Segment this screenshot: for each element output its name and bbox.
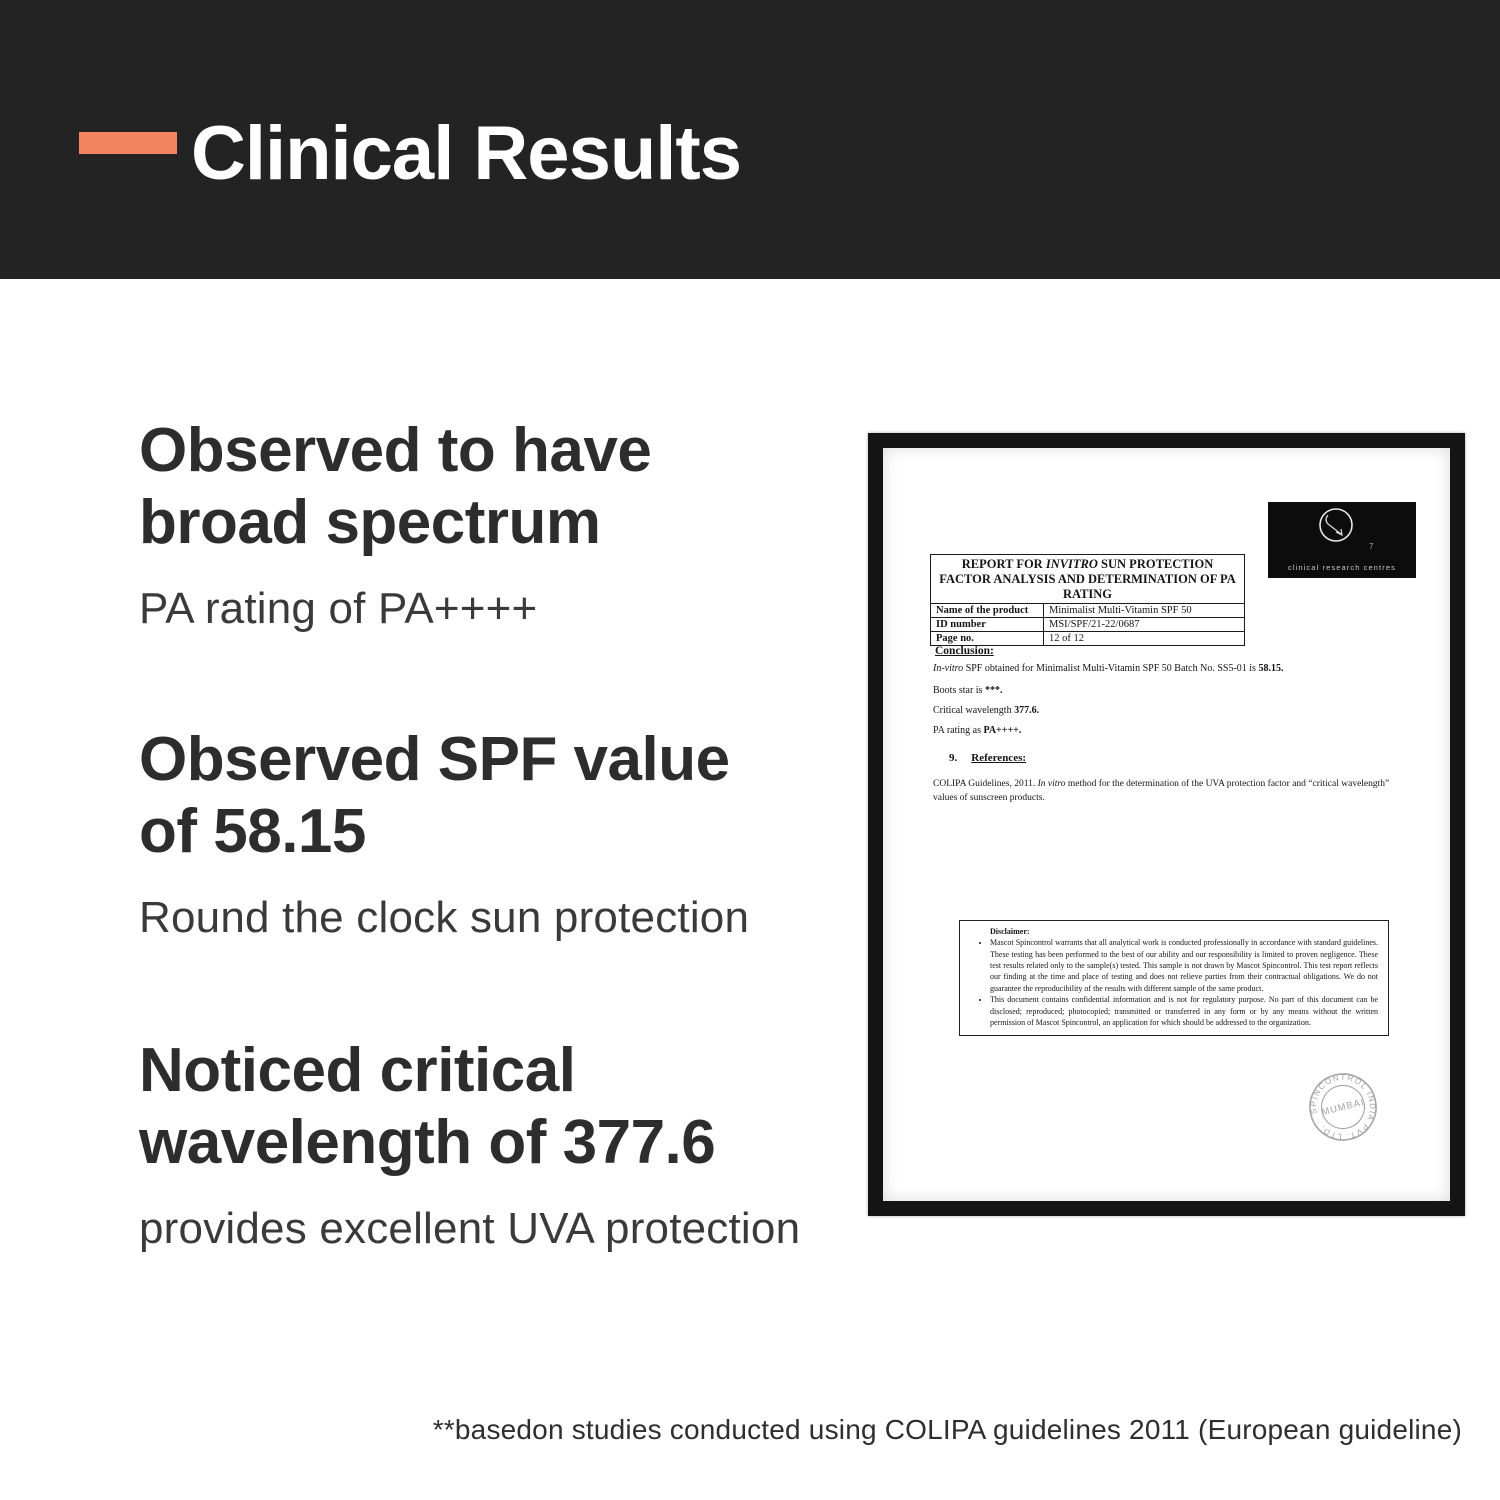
conclusion-heading: Conclusion: — [935, 645, 994, 657]
disclaimer-list: Mascot Spincontrol warrants that all ana… — [966, 937, 1378, 1028]
conclusion-line: In-vitro SPF obtained for Minimalist Mul… — [933, 663, 1283, 674]
table-row-label: ID number — [930, 617, 1044, 633]
claim-heading-line: wavelength of 377.6 — [139, 1108, 716, 1177]
svg-text:7: 7 — [1369, 542, 1374, 551]
conclusion-line-text: SPF obtained for Minimalist Multi-Vitami… — [963, 663, 1259, 674]
conclusion-line-text: Critical wavelength — [933, 705, 1015, 716]
report-page: 7 clinical research centres REPORT FOR I… — [883, 448, 1450, 1201]
conclusion-line: Critical wavelength 377.6. — [933, 705, 1039, 716]
stamp-center-text: MUMBAI — [1320, 1097, 1365, 1118]
table-title-italic: INVITRO — [1045, 557, 1098, 571]
claim-block-spf-value: Observed SPF value of 58.15 Round the cl… — [139, 724, 749, 944]
claim-heading-line: of 58.15 — [139, 797, 366, 866]
conclusion-line-bold: 58.15. — [1258, 663, 1284, 674]
header-banner: Clinical Results — [0, 0, 1500, 279]
conclusion-line-bold: 377.6. — [1014, 705, 1040, 716]
logo-circle-icon: 7 — [1319, 508, 1374, 551]
claim-heading-line: Observed SPF value — [139, 725, 730, 794]
lab-logo: 7 clinical research centres — [1268, 502, 1416, 578]
claim-block-critical-wavelength: Noticed critical wavelength of 377.6 pro… — [139, 1035, 800, 1255]
claim-subtext: PA rating of PA++++ — [139, 584, 538, 633]
report-table: REPORT FOR INVITRO SUN PROTECTION FACTOR… — [930, 553, 1245, 647]
table-title-post: SUN PROTECTION FACTOR ANALYSIS AND DETER… — [939, 557, 1236, 601]
table-row: Page no. 12 of 12 — [930, 631, 1245, 647]
accent-dash — [79, 132, 177, 154]
conclusion-line-text: Boots star is — [933, 685, 985, 696]
references-heading: 9. References: — [949, 752, 1026, 764]
references-number: 9. — [949, 752, 958, 764]
conclusion-line-italic: In-vitro — [933, 663, 964, 674]
table-title-pre: REPORT FOR — [961, 557, 1046, 571]
conclusion-line-bold: PA++++. — [983, 725, 1022, 736]
table-row-value: 12 of 12 — [1043, 631, 1245, 647]
disclaimer-item: This document contains confidential info… — [990, 994, 1378, 1028]
table-row-value: Minimalist Multi-Vitamin SPF 50 — [1043, 603, 1245, 619]
table-title-cell: REPORT FOR INVITRO SUN PROTECTION FACTOR… — [930, 553, 1245, 605]
references-paragraph: COLIPA Guidelines, 2011. In vitro method… — [933, 778, 1395, 806]
table-row-value: MSI/SPF/21-22/0687 — [1043, 617, 1245, 633]
report-frame: 7 clinical research centres REPORT FOR I… — [868, 433, 1465, 1216]
claim-block-broad-spectrum: Observed to have broad spectrum PA ratin… — [139, 415, 652, 635]
references-text: COLIPA Guidelines, 2011. — [933, 779, 1038, 789]
logo-caption: clinical research centres — [1288, 563, 1396, 572]
references-italic: In vitro — [1037, 779, 1066, 789]
table-row: Name of the product Minimalist Multi-Vit… — [930, 603, 1245, 619]
stamp-seal: SPINCONTROL INDIA PVT. LTD. MUMBAI — [1302, 1066, 1385, 1149]
claim-heading-line: Noticed critical — [139, 1036, 576, 1105]
page-title: Clinical Results — [191, 111, 742, 196]
references-text: method for the determination of the UVA … — [933, 779, 1390, 803]
table-row-label: Name of the product — [930, 603, 1044, 619]
conclusion-line-bold: ***. — [984, 685, 1003, 696]
disclaimer-item: Mascot Spincontrol warrants that all ana… — [990, 937, 1378, 994]
references-title: References: — [971, 752, 1027, 764]
claim-heading-line: broad spectrum — [139, 488, 601, 557]
claim-subtext: Round the clock sun protection — [139, 893, 750, 942]
claim-heading-line: Observed to have — [139, 416, 652, 485]
conclusion-line: Boots star is ***. — [933, 685, 1002, 696]
conclusion-line-text: PA rating as — [933, 725, 984, 736]
table-row-label: Page no. — [930, 631, 1044, 647]
disclaimer-box: Disclaimer: Mascot Spincontrol warrants … — [959, 920, 1389, 1037]
claim-subtext: provides excellent UVA protection — [139, 1204, 801, 1253]
conclusion-line: PA rating as PA++++. — [933, 725, 1021, 736]
disclaimer-heading: Disclaimer: — [990, 927, 1030, 936]
footnote: **basedon studies conducted using COLIPA… — [432, 1414, 1462, 1445]
table-row: ID number MSI/SPF/21-22/0687 — [930, 617, 1245, 633]
table-title-row: REPORT FOR INVITRO SUN PROTECTION FACTOR… — [930, 553, 1245, 605]
